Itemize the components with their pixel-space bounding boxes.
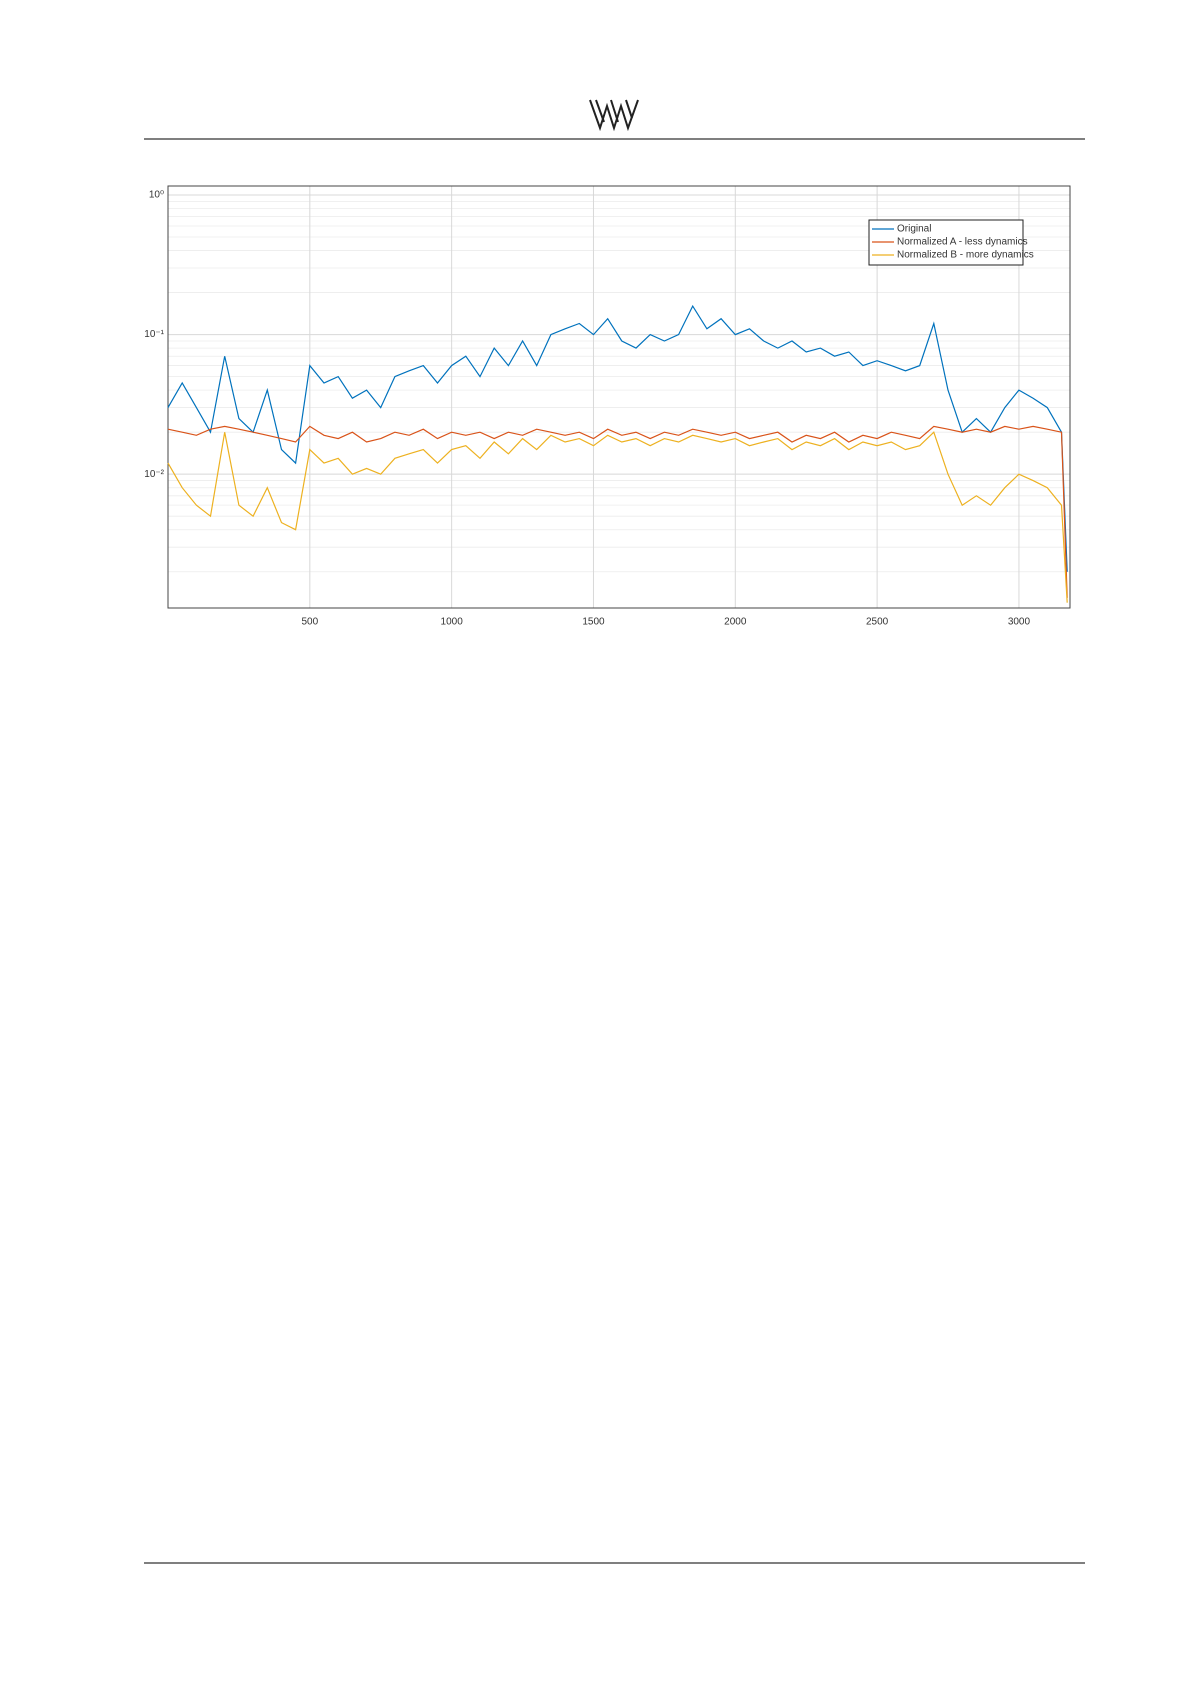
x-tick-label: 2500	[866, 617, 889, 628]
legend-label: Normalized B - more dynamics	[897, 250, 1034, 261]
legend-box	[868, 219, 1024, 266]
legend-label: Normalized A - less dynamics	[897, 237, 1028, 248]
legend-label: Original	[897, 224, 931, 235]
y-tick-label: 10⁰	[149, 190, 164, 201]
series-line	[167, 431, 1068, 603]
x-tick-label: 500	[301, 617, 318, 628]
x-tick-label: 1500	[582, 617, 605, 628]
logo-mark	[595, 99, 633, 123]
x-tick-label: 2000	[724, 617, 747, 628]
x-tick-label: 3000	[1008, 617, 1031, 628]
x-tick-label: 1000	[441, 617, 464, 628]
y-tick-label: 10⁻¹	[144, 329, 164, 340]
series-line	[167, 304, 1068, 572]
series-line	[167, 425, 1068, 598]
chart: 10⁻² 10⁻¹ 10⁰ 500 1000 1500 2000 2500 3000 Origin…	[144, 185, 1071, 628]
axes-box	[167, 185, 1071, 609]
y-tick-label: 10⁻²	[144, 469, 164, 480]
logo-mark	[589, 99, 639, 132]
logo	[589, 99, 639, 132]
legend: Original Normalized A - less dynamics Norm…	[868, 219, 1034, 266]
